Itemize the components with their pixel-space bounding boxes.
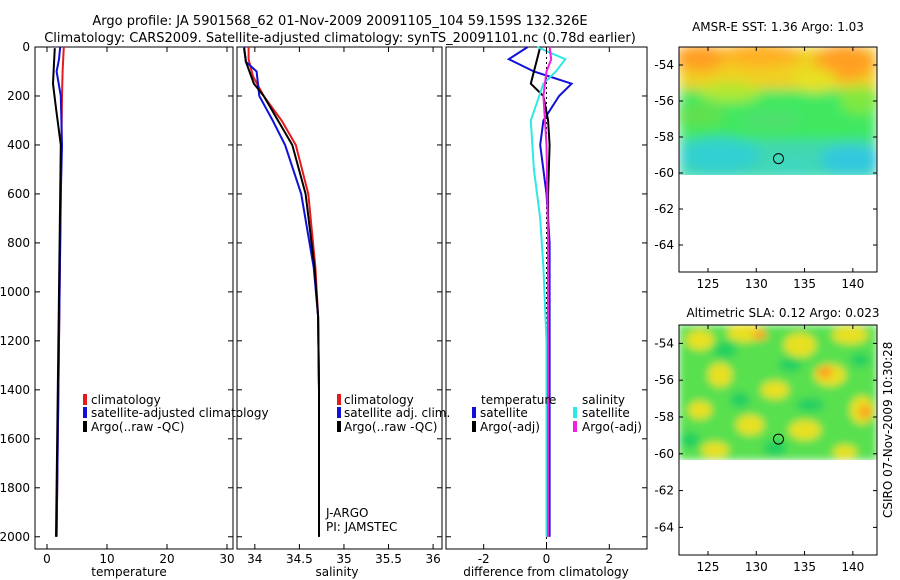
legend-label: satellite (480, 406, 528, 420)
x-tick-label: 34.5 (286, 552, 313, 566)
x-tick-label: 0 (43, 552, 51, 566)
argo-location-marker (772, 433, 784, 445)
legend-swatch-satellite (337, 407, 341, 418)
temperature-panel: 0 10 20 30 0 200 400 600 800 1000 1200 1400 1600 1800… (0, 40, 269, 579)
salinity-xlabel: salinity (315, 565, 358, 579)
x-tick-label: 125 (697, 277, 720, 291)
difference-xlabel: difference from climatology (463, 565, 629, 579)
x-tick-label: 140 (841, 277, 864, 291)
series-line-temperature-satellite (506, 46, 574, 537)
temperature-xlabel: temperature (91, 565, 166, 579)
legend-swatch-satellite (83, 407, 87, 418)
sst-heatmap (679, 47, 877, 175)
legend-swatch-temp-satellite (472, 407, 476, 418)
y-tick-label: -54 (654, 336, 674, 350)
x-tick-label: 35.5 (375, 552, 402, 566)
x-tick-label: 135 (793, 560, 816, 574)
y-tick-label: -54 (654, 58, 674, 72)
legend-label: Argo(..raw -QC) (91, 420, 184, 434)
y-tick-label: 600 (7, 187, 30, 201)
y-tick-label: -56 (654, 373, 674, 387)
legend-swatch-sal-satellite (573, 407, 577, 418)
series-line-salinity-argo-adj- (542, 46, 553, 537)
x-tick-label: 20 (159, 552, 174, 566)
y-tick-label: 800 (7, 236, 30, 250)
x-tick-label: 36 (425, 552, 440, 566)
sst-map-panel: AMSR-E SST: 1.36 Argo: 1.03 125 130 13 (654, 20, 878, 291)
salinity-legend: climatology satellite adj. clim. Argo(..… (337, 393, 450, 434)
x-tick-label: -2 (478, 552, 490, 566)
x-tick-label: 2 (605, 552, 613, 566)
salinity-panel: 34 34.5 35 35.5 36 salinity climatology sate… (236, 46, 450, 579)
x-tick-label: 34 (247, 552, 262, 566)
y-tick-label: 1000 (0, 285, 30, 299)
sla-heatmap (679, 325, 877, 460)
x-tick-label: 10 (99, 552, 114, 566)
legend-label: Argo(-adj) (582, 420, 642, 434)
y-tick-label: 400 (7, 138, 30, 152)
timestamp-credit: CSIRO 07-Nov-2009 10:30:28 (881, 342, 895, 518)
y-tick-label: 1800 (0, 481, 30, 495)
series-line-argo-raw-qc- (243, 48, 320, 537)
y-tick-label: -60 (654, 447, 674, 461)
series-line-salinity-satellite (529, 46, 567, 537)
series-line-climatology (247, 47, 320, 537)
legend-swatch-argo (83, 421, 87, 432)
legend-swatch-climatology (337, 394, 341, 405)
temperature-legend: climatology satellite-adjusted climatolo… (83, 393, 269, 434)
y-tick-label: -60 (654, 166, 674, 180)
legend-swatch-sal-argo (573, 421, 577, 432)
y-tick-label: 1600 (0, 432, 30, 446)
legend-label: satellite adj. clim. (344, 406, 450, 420)
x-tick-label: 130 (745, 560, 768, 574)
float-program-label: J-ARGO (325, 506, 368, 520)
legend-header-salinity: salinity (582, 393, 625, 407)
legend-label: climatology (344, 393, 414, 407)
y-tick-label: 0 (22, 40, 30, 54)
x-tick-label: 35 (336, 552, 351, 566)
series-line-argo-raw-qc- (51, 48, 62, 537)
sla-map-panel: Altimetric SLA: 0.12 Argo: 0.023 (654, 306, 879, 574)
y-tick-label: -64 (654, 520, 674, 534)
legend-swatch-argo (337, 421, 341, 432)
float-pi-label: PI: JAMSTEC (326, 520, 397, 534)
y-tick-label: -58 (654, 410, 674, 424)
x-tick-label: 30 (219, 552, 234, 566)
argo-location-marker (772, 153, 784, 165)
y-tick-label: -62 (654, 484, 674, 498)
difference-legend: temperature salinity satellite Argo(-adj… (472, 393, 642, 434)
legend-label: Argo(-adj) (480, 420, 540, 434)
difference-panel: -2 0 2 difference from climatology tempera… (445, 46, 648, 579)
sst-map-title: AMSR-E SST: 1.36 Argo: 1.03 (692, 20, 864, 34)
legend-header-temperature: temperature (481, 393, 556, 407)
sla-map-title: Altimetric SLA: 0.12 Argo: 0.023 (686, 306, 879, 320)
y-tick-label: -62 (654, 202, 674, 216)
figure-title-line2: Climatology: CARS2009. Satellite-adjuste… (44, 31, 636, 46)
y-tick-label: 200 (7, 89, 30, 103)
x-tick-label: 135 (793, 277, 816, 291)
legend-swatch-temp-argo (472, 421, 476, 432)
y-tick-label: -58 (654, 130, 674, 144)
legend-label: Argo(..raw -QC) (344, 420, 437, 434)
x-tick-label: 0 (543, 552, 551, 566)
legend-label: satellite (582, 406, 630, 420)
figure-title-line1: Argo profile: JA 5901568_62 01-Nov-2009 … (92, 14, 587, 29)
y-tick-label: 2000 (0, 530, 30, 544)
y-tick-label: -64 (654, 238, 674, 252)
x-tick-label: 125 (697, 560, 720, 574)
legend-label: climatology (91, 393, 161, 407)
x-tick-label: 130 (745, 277, 768, 291)
x-tick-label: 140 (841, 560, 864, 574)
y-tick-label: -56 (654, 94, 674, 108)
legend-label: satellite-adjusted climatology (91, 406, 269, 420)
y-tick-label: 1400 (0, 383, 30, 397)
y-tick-label: 1200 (0, 334, 30, 348)
legend-swatch-climatology (83, 394, 87, 405)
